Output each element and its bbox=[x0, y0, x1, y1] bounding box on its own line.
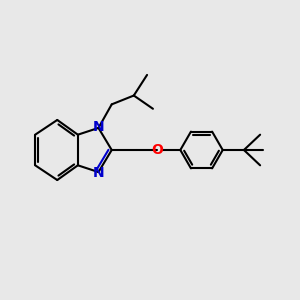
Text: N: N bbox=[93, 120, 105, 134]
Text: N: N bbox=[93, 166, 105, 180]
Text: O: O bbox=[152, 143, 163, 157]
